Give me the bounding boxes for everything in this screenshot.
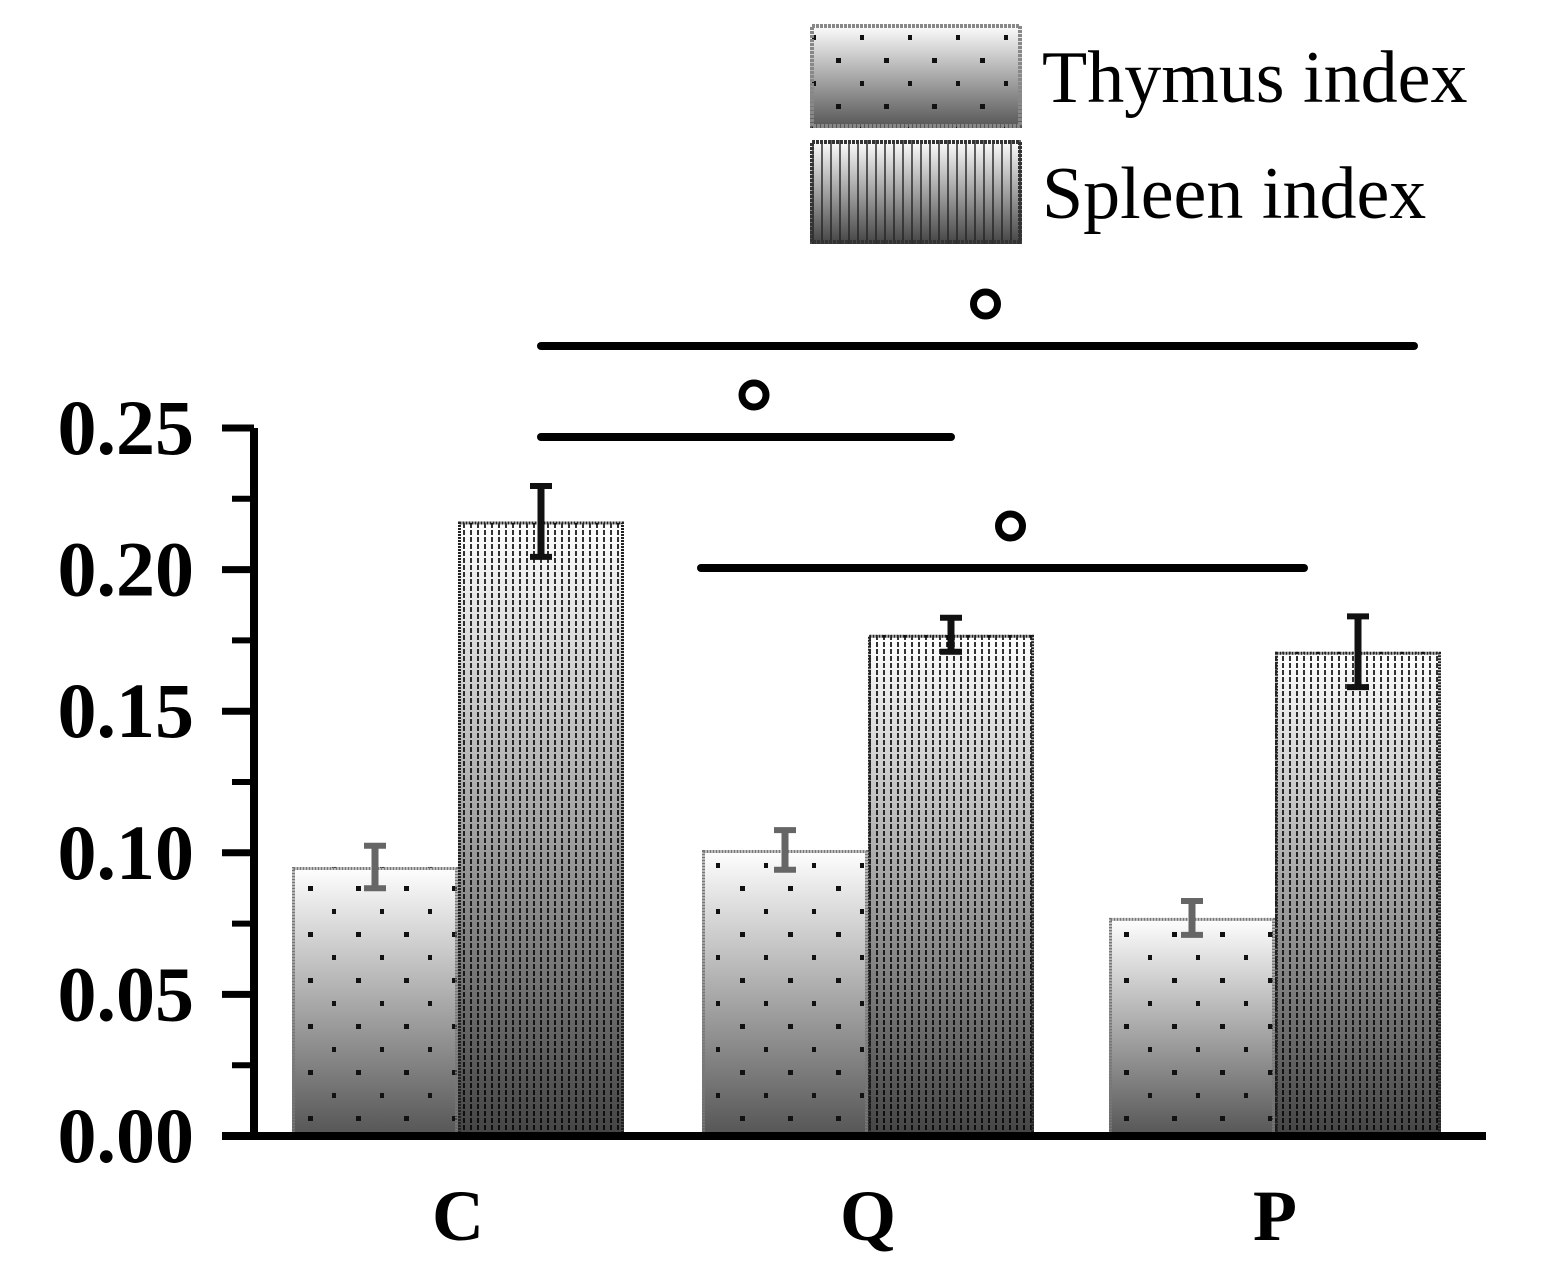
bar-spleen-index-P — [1275, 651, 1441, 1137]
error-bar-spleen-index-C — [530, 483, 552, 560]
bar-pattern — [458, 521, 624, 1136]
error-bar-spleen-index-Q — [940, 614, 962, 655]
significance-annotations — [537, 288, 1418, 572]
error-bar-spleen-index-P — [1347, 613, 1369, 691]
significance-marker — [738, 379, 770, 411]
bar-pattern — [702, 849, 868, 1136]
significance-C-P — [537, 288, 1418, 350]
x-category-label: Q — [840, 1176, 896, 1256]
swatch-outline — [810, 140, 1022, 244]
y-tick-label: 0.00 — [58, 1092, 195, 1179]
swatch-outline — [810, 24, 1022, 128]
error-bar-thymus-index-P — [1181, 897, 1203, 938]
legend-swatch-thymus-index — [810, 24, 1022, 128]
error-bar-thymus-index-Q — [774, 827, 796, 873]
y-tick-label: 0.15 — [58, 667, 195, 754]
significance-marker — [995, 510, 1026, 542]
bar-thymus-index-Q — [702, 849, 868, 1137]
legend-item-spleen-index: Spleen index — [810, 140, 1426, 244]
bar-spleen-index-Q — [868, 634, 1034, 1137]
axes: 0.00 0.05 0.10 0.15 0.20 0.25 C Q P — [58, 384, 1486, 1256]
significance-Q-P — [697, 510, 1308, 572]
legend: Thymus index Spleen index — [810, 24, 1467, 244]
x-category-label: P — [1253, 1176, 1297, 1256]
bar-pattern — [1109, 917, 1275, 1136]
y-tick-label: 0.10 — [58, 809, 195, 896]
legend-label: Thymus index — [1042, 37, 1467, 119]
y-tick-label: 0.20 — [58, 526, 195, 613]
swatch-pattern — [810, 24, 1022, 128]
y-tick-label: 0.05 — [58, 950, 195, 1037]
bar-pattern — [292, 866, 458, 1136]
significance-C-Q — [537, 379, 955, 441]
error-bar-thymus-index-C — [364, 842, 386, 892]
legend-item-thymus-index: Thymus index — [810, 24, 1467, 128]
bar-thymus-index-P — [1109, 917, 1275, 1136]
error-bars — [364, 483, 1369, 938]
x-category-label: C — [432, 1176, 484, 1256]
bar-thymus-index-C — [292, 866, 458, 1137]
bar-pattern — [1275, 651, 1441, 1136]
bars — [292, 521, 1441, 1137]
swatch-pattern — [810, 140, 1022, 244]
bar-spleen-index-C — [458, 521, 624, 1136]
legend-label: Spleen index — [1042, 153, 1426, 235]
legend-swatch-spleen-index — [810, 140, 1022, 244]
bar-pattern — [868, 634, 1034, 1136]
y-tick-label: 0.25 — [58, 384, 195, 471]
significance-marker — [970, 288, 1001, 320]
